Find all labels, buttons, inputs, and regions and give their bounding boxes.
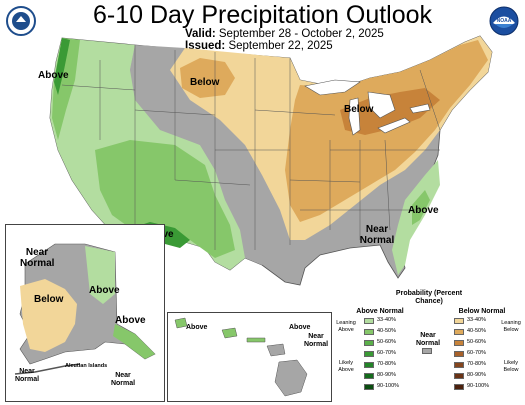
legend-below-bin-label: 80-90% bbox=[467, 372, 486, 378]
legend-likely-below: Likely Below bbox=[503, 360, 519, 373]
legend-above-header: Above Normal bbox=[356, 308, 404, 315]
legend-below-bin-swatch bbox=[454, 362, 464, 368]
alaska-below bbox=[20, 279, 77, 352]
alaska-above-east bbox=[85, 246, 115, 304]
label-above-se: Above bbox=[408, 205, 439, 216]
region-above-nw-coast bbox=[54, 38, 70, 95]
legend-above-bin-label: 40-50% bbox=[377, 328, 396, 334]
legend: Probability (Percent Chance) Above Norma… bbox=[336, 290, 522, 402]
noaa-logo-icon: NOAA bbox=[489, 6, 519, 36]
legend-below-bin-swatch bbox=[454, 384, 464, 390]
hi-maui bbox=[266, 343, 286, 357]
legend-below-bin-swatch bbox=[454, 329, 464, 335]
label-below-lakes: Below bbox=[344, 104, 374, 115]
hi-oahu bbox=[221, 327, 238, 339]
label-below-north: Below bbox=[190, 77, 220, 88]
lake-ontario bbox=[409, 103, 431, 114]
legend-below-bin-swatch bbox=[454, 340, 464, 346]
legend-above-bin-swatch bbox=[364, 384, 374, 390]
legend-below-header: Below Normal bbox=[458, 308, 506, 315]
label-ak-above-se: Above bbox=[115, 315, 146, 326]
legend-below-bin-swatch bbox=[454, 351, 464, 357]
label-aleutian-near-2: Near Normal bbox=[110, 372, 136, 387]
legend-above-bin-label: 60-70% bbox=[377, 350, 396, 356]
region-near-normal-central bbox=[130, 45, 290, 265]
hi-big-island bbox=[274, 359, 308, 397]
label-ak-below: Below bbox=[34, 294, 64, 305]
legend-below-bin-label: 50-60% bbox=[467, 339, 486, 345]
region-below-north-core bbox=[180, 58, 235, 98]
region-above-se-core bbox=[412, 190, 430, 225]
alaska-inset bbox=[5, 224, 165, 402]
legend-above-bin-label: 50-60% bbox=[377, 339, 396, 345]
legend-below-bin-label: 60-70% bbox=[467, 350, 486, 356]
aleutian-chain bbox=[14, 363, 81, 375]
valid-label: Valid: bbox=[185, 28, 216, 40]
label-ak-above: Above bbox=[89, 285, 120, 296]
label-above-nw: Above bbox=[38, 70, 69, 81]
legend-below-bin-swatch bbox=[454, 373, 464, 379]
legend-above-bin-label: 33-40% bbox=[377, 317, 396, 323]
legend-title: Probability (Percent Chance) bbox=[395, 290, 463, 305]
valid-dates: Valid: September 28 - October 2, 2025 bbox=[185, 28, 384, 40]
hi-kauai bbox=[174, 317, 188, 329]
label-aleutian-near-1: Near Normal bbox=[14, 368, 40, 383]
legend-likely-above: Likely Above bbox=[338, 360, 354, 373]
legend-below-bin-label: 70-80% bbox=[467, 361, 486, 367]
label-near-normal-se: Near Normal bbox=[359, 224, 395, 246]
alaska-above-panhandle bbox=[113, 324, 155, 359]
legend-above-bin-swatch bbox=[364, 373, 374, 379]
legend-below-bin-label: 40-50% bbox=[467, 328, 486, 334]
region-above-sw bbox=[95, 140, 235, 258]
legend-below-bin-label: 90-100% bbox=[467, 383, 490, 389]
issued-date: Issued: September 22, 2025 bbox=[185, 40, 333, 52]
hi-molokai bbox=[246, 337, 266, 343]
lake-erie bbox=[377, 117, 411, 134]
legend-near-swatch bbox=[422, 348, 432, 354]
noaa-logo-text: NOAA bbox=[497, 18, 512, 24]
legend-below-bin-label: 33-40% bbox=[467, 317, 486, 323]
legend-above-bin-label: 80-90% bbox=[377, 372, 396, 378]
hawaii-inset bbox=[167, 312, 332, 402]
label-hi-above-west: Above bbox=[186, 324, 208, 331]
doc-seal-icon bbox=[6, 6, 36, 36]
legend-above-bin-swatch bbox=[364, 351, 374, 357]
legend-above-bin-swatch bbox=[364, 329, 374, 335]
map-title: 6-10 Day Precipitation Outlook bbox=[92, 1, 433, 29]
legend-above-bin-swatch bbox=[364, 340, 374, 346]
legend-near-header: Near Normal bbox=[415, 332, 441, 347]
state-lines bbox=[61, 45, 441, 250]
legend-leaning-above: Leaning Above bbox=[336, 320, 356, 333]
issued-value: September 22, 2025 bbox=[228, 40, 333, 52]
legend-above-bin-swatch bbox=[364, 318, 374, 324]
legend-above-bin-label: 70-80% bbox=[377, 361, 396, 367]
label-ak-near-normal: Near Normal bbox=[20, 247, 55, 269]
legend-leaning-below: Leaning Below bbox=[501, 320, 521, 333]
label-hi-above-east: Above bbox=[289, 324, 311, 331]
label-hi-near-normal: Near Normal bbox=[303, 333, 329, 348]
legend-below-bin-swatch bbox=[454, 318, 464, 324]
legend-above-bin-label: 90-100% bbox=[377, 383, 400, 389]
valid-value: September 28 - October 2, 2025 bbox=[218, 28, 384, 40]
lake-superior bbox=[304, 79, 361, 96]
label-aleutian-islands: Aleutian Islands bbox=[65, 363, 108, 369]
lake-michigan bbox=[348, 97, 361, 136]
lake-huron bbox=[367, 91, 396, 119]
legend-above-bin-swatch bbox=[364, 362, 374, 368]
